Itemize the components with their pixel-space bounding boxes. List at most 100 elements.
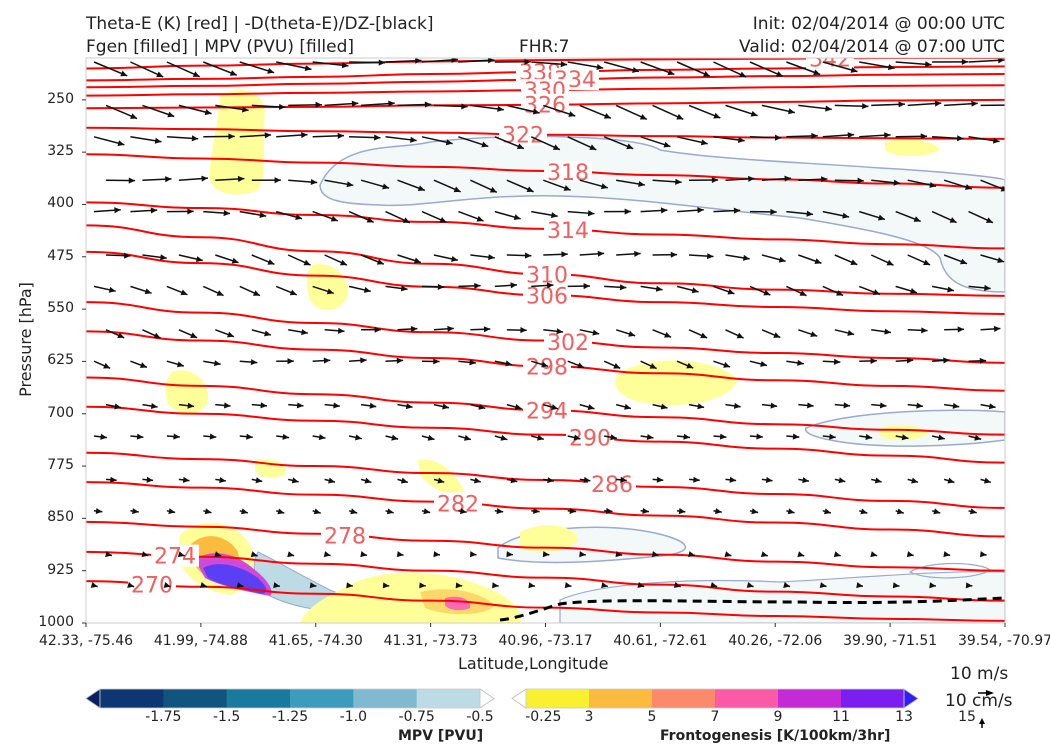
gradient-vector-head xyxy=(520,327,527,334)
fgen-colorbar-segment xyxy=(526,689,590,708)
gradient-vector-head xyxy=(556,328,564,335)
gradient-vector-head xyxy=(423,508,431,515)
gradient-vector-head xyxy=(114,403,122,410)
gradient-vector-head xyxy=(814,258,822,265)
gradient-vector-head xyxy=(374,134,381,141)
gradient-vector-head xyxy=(733,207,741,214)
gradient-vector-head xyxy=(303,259,311,266)
mpv-colorbar-extend-low xyxy=(85,688,101,709)
gradient-vector-head xyxy=(459,508,467,515)
gradient-vector-head xyxy=(364,477,372,484)
gradient-vector-head xyxy=(415,58,422,64)
gradient-vector-head xyxy=(675,178,682,185)
gradient-vector-head xyxy=(748,175,755,182)
gradient-vector-head xyxy=(693,476,700,483)
fgen-upper-east xyxy=(885,139,940,156)
gradient-vector xyxy=(506,628,508,630)
fgen-colorbar-tick: 7 xyxy=(710,709,720,725)
gradient-vector-head xyxy=(569,507,577,515)
fgen-colorbar-tick: 5 xyxy=(647,709,657,725)
gradient-vector-head xyxy=(723,362,731,368)
contour-label-318: 318 xyxy=(547,161,589,186)
gradient-vector-head xyxy=(862,103,869,110)
gradient-vector-head xyxy=(396,357,404,364)
gradient-vector xyxy=(360,628,362,630)
gradient-vector-head xyxy=(376,258,384,265)
gradient-vector-head xyxy=(250,551,258,558)
gradient-vector-head xyxy=(884,132,891,139)
gradient-vector-head xyxy=(686,362,694,369)
contour-label-274: 274 xyxy=(154,545,196,570)
gradient-vector-head xyxy=(323,357,331,364)
gradient-vector xyxy=(724,628,726,630)
gradient-vector-head xyxy=(676,113,684,120)
theta-e-contour-290 xyxy=(86,405,1005,464)
mpv-colorbar-tick: -1.25 xyxy=(271,709,309,725)
y-tick-label: 925 xyxy=(47,561,74,578)
gradient-vector-head xyxy=(829,433,836,440)
vector-scale-arrows xyxy=(978,690,994,728)
gradient-vector-head xyxy=(886,259,894,266)
y-tick-label: 250 xyxy=(47,90,74,107)
gradient-vector-head xyxy=(427,434,435,441)
fgen-low-mid xyxy=(615,360,738,406)
gradient-vector-head xyxy=(628,330,636,337)
gradient-vector-head xyxy=(893,179,901,186)
gradient-vector-head xyxy=(756,433,763,440)
contour-label-310: 310 xyxy=(526,263,568,288)
gradient-vector-head xyxy=(583,476,591,483)
mpv-colorbar-tick: -0.5 xyxy=(466,709,494,725)
gradient-vector-head xyxy=(117,140,125,147)
x-tick-label: 41.99, -74.88 xyxy=(153,633,248,649)
gradient-vector-head xyxy=(463,434,471,441)
gradient-vector-head xyxy=(993,325,1001,332)
theta-e-contour-302 xyxy=(86,301,1005,364)
fgen-shallow xyxy=(520,525,578,553)
fgen-colorbar-extend-low xyxy=(511,688,527,709)
scale-arrow-horizontal-head xyxy=(986,690,994,696)
gradient-vector-head xyxy=(739,71,747,78)
gradient-vector-head xyxy=(473,477,481,484)
gradient-vector-head xyxy=(424,101,432,108)
gradient-vector-head xyxy=(969,508,977,515)
gradient-vector-head xyxy=(341,62,349,69)
gradient-vector-head xyxy=(326,288,334,295)
gradient-vector-head xyxy=(346,181,354,188)
gradient-vector-head xyxy=(896,508,904,515)
gradient-vector-head xyxy=(167,111,175,118)
y-axis-label: Pressure [hPa] xyxy=(15,282,35,397)
gradient-vector-head xyxy=(811,132,818,139)
contour-label-302: 302 xyxy=(547,331,589,356)
gradient-vector-head xyxy=(453,186,461,193)
gradient-vector-head xyxy=(719,433,727,440)
gradient-vector-head xyxy=(929,181,937,188)
gradient-vector-head xyxy=(313,508,321,515)
x-tick-label: 40.61, -72.61 xyxy=(613,633,708,649)
fgen-colorbar-tick: 11 xyxy=(832,709,850,725)
gradient-vector-head xyxy=(547,477,554,484)
gradient-vector-head xyxy=(144,288,152,295)
gradient-vector-head xyxy=(610,434,617,441)
gradient-vector-head xyxy=(842,212,850,219)
gradient-vector xyxy=(323,628,325,630)
gradient-vector xyxy=(141,628,143,630)
gradient-vector-head xyxy=(563,185,571,191)
gradient-vector-head xyxy=(874,477,882,484)
gradient-vector-head xyxy=(255,477,263,484)
gradient-vector-head xyxy=(400,477,408,484)
y-tick-label: 550 xyxy=(47,300,74,317)
gradient-vector-head xyxy=(136,433,144,440)
fgen-colorbar-segment xyxy=(652,689,716,708)
gradient-vector-head xyxy=(204,508,212,515)
y-ticks xyxy=(82,99,86,624)
gradient-vector-head xyxy=(934,100,942,107)
x-ticks xyxy=(85,623,1006,627)
gradient-vector-head xyxy=(474,282,481,289)
gradient-vector-head xyxy=(992,137,1000,144)
gradient-vector-head xyxy=(797,551,805,558)
gradient-vector-head xyxy=(850,67,858,73)
gradient-vector xyxy=(870,628,872,630)
gradient-vector-head xyxy=(836,290,844,296)
gradient-vector-head xyxy=(921,327,928,334)
